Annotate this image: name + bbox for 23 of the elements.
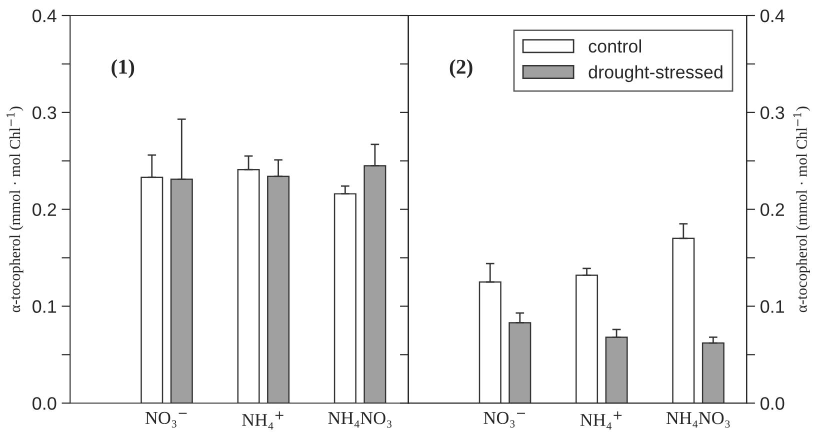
x-tick-label: NO₃$^{−}$ xyxy=(484,412,525,428)
y2-tick-label: 0.4 xyxy=(760,9,784,22)
y-tick-label: 0.0 xyxy=(32,397,56,410)
x-tick-label: NH₄NO₃ xyxy=(666,412,730,428)
x-tick-label: NH₄$^{+}$ xyxy=(242,411,284,430)
annotation: (1) xyxy=(112,59,134,78)
y-axis-title: α-tocopherol (mmol · mol Chl$^{−1}$) xyxy=(6,106,24,312)
x-tick-label: NH₄NO₃ xyxy=(328,412,392,428)
y-tick-label: 0.4 xyxy=(32,9,56,22)
y2-tick-label: 0.1 xyxy=(760,300,784,313)
y-tick-label: 0.1 xyxy=(32,300,56,313)
y2-axis-title: α-tocopherol (mmol · mol Chl$^{−1}$) xyxy=(793,106,810,312)
legend-label: control xyxy=(588,39,642,53)
x-tick-label: NH₄$^{+}$ xyxy=(580,411,622,430)
y2-tick-label: 0.2 xyxy=(760,203,784,216)
y2-tick-label: 0.3 xyxy=(760,106,784,120)
annotation: (2) xyxy=(450,59,472,78)
bar xyxy=(702,342,724,404)
y2-tick-label: 0.0 xyxy=(760,397,784,410)
x-tick-label: NO₃$^{−}$ xyxy=(145,412,187,428)
y-tick-label: 0.2 xyxy=(32,203,56,216)
y-tick-label: 0.3 xyxy=(32,106,56,120)
legend-label: drought-stressed xyxy=(588,65,722,82)
